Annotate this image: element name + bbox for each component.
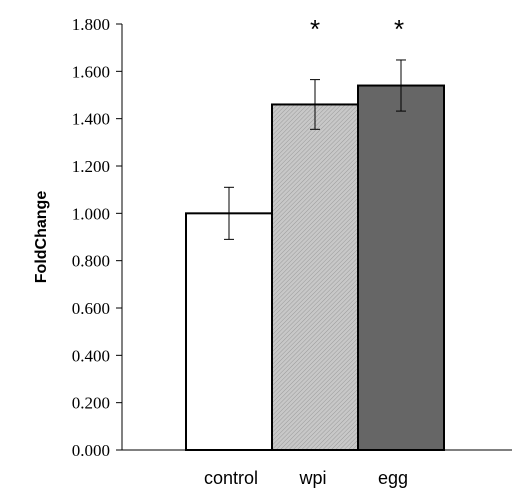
y-tick-label: 1.200 <box>72 157 110 176</box>
significance-marker: * <box>394 14 404 44</box>
y-tick-label: 0.600 <box>72 299 110 318</box>
x-category-label: control <box>204 468 258 488</box>
significance-marker: * <box>310 14 320 44</box>
y-tick-label: 0.800 <box>72 252 110 271</box>
y-axis-title: FoldChange <box>33 191 50 284</box>
y-tick-label: 1.400 <box>72 110 110 129</box>
bars <box>185 84 445 452</box>
y-tick-label: 1.600 <box>72 62 110 81</box>
error-bar-egg <box>396 59 406 112</box>
category-labels: control wpi egg <box>204 468 408 488</box>
y-tick-label: 1.800 <box>72 15 110 34</box>
error-bars <box>224 59 406 240</box>
bar-egg <box>357 84 445 452</box>
bar-control <box>185 212 273 451</box>
significance-labels: * * <box>310 14 404 44</box>
x-category-label: wpi <box>298 468 326 488</box>
x-category-label: egg <box>378 468 408 488</box>
y-tick-label: 0.000 <box>72 441 110 460</box>
y-tick-label: 0.200 <box>72 394 110 413</box>
y-tick-label: 0.400 <box>72 346 110 365</box>
y-axis-ticks: 0.000 0.200 0.400 0.600 0.800 1.000 1.200 1.400… <box>72 15 122 460</box>
error-bar-control <box>224 186 234 240</box>
error-bar-wpi <box>310 79 320 130</box>
bar-wpi <box>271 103 359 451</box>
y-tick-label: 1.000 <box>72 204 110 223</box>
